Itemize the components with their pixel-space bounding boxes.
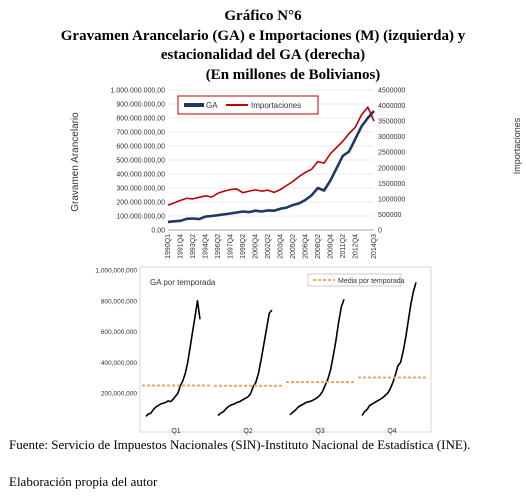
chart1-x-tick-label: 1994Q4 <box>202 234 209 259</box>
chart2-category-label-q4: Q4 <box>387 428 396 435</box>
chart1-right-axis-label: Importaciones <box>512 117 522 174</box>
chart1-x-tick-label: 2005Q2 <box>290 234 297 259</box>
chart2-category-label-q2: Q2 <box>243 428 252 435</box>
chart2-y-tick-label: 600,000,000 <box>101 329 138 336</box>
chart1-x-tick-label: 2003Q4 <box>277 234 284 259</box>
chart2-legend: Media por temporada <box>307 273 405 287</box>
author-note: Elaboración propia del autor <box>9 474 158 489</box>
chart1-legend: GA Importaciones <box>177 95 319 115</box>
chart1-gridlines <box>168 89 374 231</box>
chart1-left-tick-label: 600.000.000,00 <box>116 144 165 151</box>
chart1-right-tick-label: 2500000 <box>378 150 405 157</box>
ga-seasonal-line-q4 <box>361 282 417 416</box>
chart2-category-label-q1: Q1 <box>171 428 180 435</box>
ga-seasonal-line-q3 <box>289 299 345 416</box>
chart1-left-tick-label: 500.000.000,00 <box>116 158 165 165</box>
ga-seasonal-line-q1 <box>145 299 201 417</box>
ga-importaciones-chart: 0,00 100.000.000,00 200.000.000,00 300.000.… <box>70 88 522 259</box>
chart1-left-tick-label: 400.000.000,00 <box>116 172 165 179</box>
chart1-right-tick-label: 3500000 <box>378 119 405 126</box>
figure-title-units: (En millones de Bolivianos) <box>205 67 381 83</box>
figure-title-line-2: estacionalidad del GA (derecha) <box>160 47 366 63</box>
chart1-x-axis-ticks: 1990Q1 1991Q4 1993Q2 1994Q4 1996Q2 1997Q4 1999… <box>165 234 378 259</box>
chart1-left-tick-label: 800.000.000,00 <box>116 116 165 123</box>
importaciones-series-line <box>167 106 375 206</box>
chart1-right-tick-label: 2000000 <box>378 165 405 172</box>
chart1-right-tick-label: 3000000 <box>378 134 405 141</box>
chart1-left-tick-label: 900.000.000,00 <box>116 102 165 109</box>
chart1-right-tick-label: 4000000 <box>378 103 405 110</box>
chart1-x-tick-label: 1999Q2 <box>240 234 247 259</box>
figure-title-line-1: Gravamen Arancelario (GA) e Importacione… <box>60 28 466 44</box>
chart2-y-tick-label: 200,000,000 <box>101 391 138 398</box>
ga-seasonal-line-q2 <box>217 309 273 417</box>
chart1-left-tick-label: 0,00 <box>151 228 165 235</box>
chart1-x-tick-label: 2012Q4 <box>352 234 359 259</box>
chart2-seasonal-panels: Q1 Q2 Q3 Q4 <box>142 282 426 435</box>
chart2-category-label-q3: Q3 <box>315 428 324 435</box>
chart1-x-tick-label: 1993Q2 <box>190 234 197 259</box>
chart2-title: GA por temporada <box>150 278 216 287</box>
chart1-right-tick-label: 0 <box>378 228 382 235</box>
ga-series-line <box>167 110 375 224</box>
chart1-x-tick-label: 2000Q4 <box>252 234 259 259</box>
chart1-left-axis-label: Gravamen Arancelario <box>70 112 81 212</box>
chart1-left-tick-label: 1.000.000.000,00 <box>111 88 166 95</box>
chart1-x-tick-label: 2008Q2 <box>315 234 322 259</box>
chart1-series-lines <box>167 106 375 224</box>
chart1-x-tick-label: 1996Q2 <box>215 234 222 259</box>
chart1-x-tick-label: 1997Q4 <box>227 234 234 259</box>
chart1-right-tick-label: 4500000 <box>378 88 405 95</box>
chart2-y-tick-label: 400,000,000 <box>101 360 138 367</box>
chart1-x-tick-label: 2009Q4 <box>327 234 334 259</box>
chart1-left-tick-label: 100.000.000,00 <box>116 214 165 221</box>
source-note: Fuente: Servicio de Impuestos Nacionales… <box>9 437 471 452</box>
chart1-left-tick-label: 200.000.000,00 <box>116 200 165 207</box>
chart1-right-axis-ticks: 0 500000 1000000 1500000 2000000 2500000 30000… <box>378 88 405 235</box>
chart2-y-axis-ticks: 200,000,000 400,000,000 600,000,000 800,000… <box>95 268 137 398</box>
ga-por-temporada-chart: 200,000,000 400,000,000 600,000,000 800,000… <box>95 266 432 435</box>
legend-media-label: Media por temporada <box>338 278 405 285</box>
chart1-x-tick-label: 1991Q4 <box>177 234 184 259</box>
chart1-right-tick-label: 500000 <box>378 212 401 219</box>
legend-ga-label: GA <box>206 101 218 110</box>
chart1-x-tick-label: 2011Q2 <box>340 234 347 258</box>
chart1-left-tick-label: 300.000.000,00 <box>116 186 165 193</box>
chart1-x-tick-label: 2002Q2 <box>265 234 272 259</box>
chart1-left-tick-label: 700.000.000,00 <box>116 130 165 137</box>
chart1-right-tick-label: 1000000 <box>378 196 405 203</box>
chart1-right-tick-label: 1500000 <box>378 181 405 188</box>
chart1-x-tick-label: 1990Q1 <box>165 234 172 259</box>
chart2-y-tick-label: 800,000,000 <box>101 298 138 305</box>
chart1-left-axis-ticks: 0,00 100.000.000,00 200.000.000,00 300.000.… <box>111 88 166 235</box>
chart1-x-tick-label: 2006Q4 <box>302 234 309 259</box>
figure-number: Gráfico N°6 <box>224 8 302 24</box>
legend-importaciones-label: Importaciones <box>251 101 301 110</box>
chart2-y-tick-label: 1,000,000,000 <box>95 268 137 275</box>
chart1-x-tick-label: 2014Q3 <box>371 234 378 259</box>
